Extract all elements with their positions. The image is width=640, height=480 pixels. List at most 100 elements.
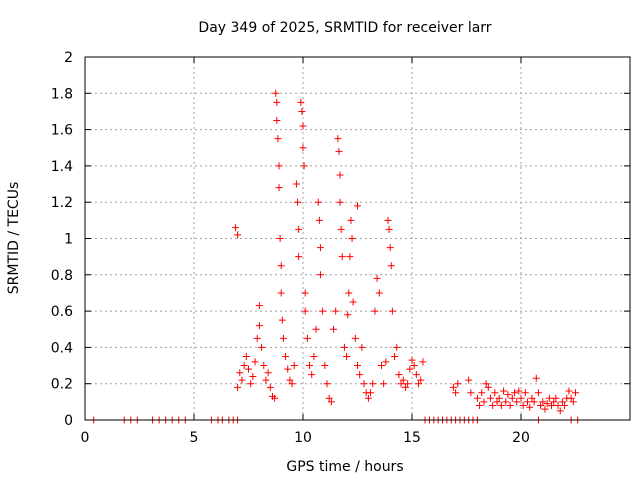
- data-point: [247, 380, 255, 388]
- data-point: [332, 307, 340, 315]
- data-point: [504, 391, 512, 399]
- data-point: [258, 343, 266, 351]
- data-point: [572, 389, 579, 397]
- data-point: [467, 389, 475, 397]
- data-point: [348, 235, 356, 242]
- data-point: [275, 162, 283, 170]
- data-point: [506, 401, 514, 409]
- data-point: [561, 401, 569, 409]
- data-point: [306, 362, 314, 370]
- data-point: [543, 400, 551, 408]
- data-point: [242, 352, 250, 360]
- data-point: [385, 225, 393, 233]
- data-point: [260, 362, 268, 370]
- data-point: [513, 398, 521, 406]
- data-point: [290, 362, 298, 370]
- data-point: [238, 376, 246, 384]
- data-point: [387, 262, 395, 270]
- data-point: [399, 376, 407, 384]
- data-point: [449, 383, 457, 391]
- data-point: [295, 253, 303, 261]
- data-point: [404, 380, 412, 388]
- data-point: [484, 383, 492, 391]
- data-point: [340, 343, 348, 351]
- data-point: [534, 389, 542, 397]
- data-point: [288, 380, 296, 388]
- data-point: [545, 394, 553, 402]
- data-point: [530, 398, 538, 406]
- data-point: [300, 162, 308, 170]
- data-point: [299, 144, 307, 152]
- data-point: [465, 376, 473, 384]
- data-point: [336, 198, 344, 206]
- data-point: [286, 376, 294, 384]
- axis-ticks: 00.20.40.60.811.21.41.61.820 5 10 15 20: [51, 50, 630, 446]
- data-point: [343, 352, 351, 360]
- data-point: [321, 362, 329, 370]
- data-point: [295, 225, 303, 233]
- data-point: [308, 371, 316, 379]
- y-axis-label: SRMTID / TECUs: [6, 182, 22, 295]
- data-point: [360, 380, 368, 388]
- data-point: [452, 389, 460, 397]
- data-point: [473, 394, 481, 402]
- data-point: [489, 401, 497, 409]
- data-point: [415, 380, 423, 388]
- data-point: [354, 202, 361, 210]
- data-point: [550, 398, 558, 406]
- data-point: [310, 352, 318, 360]
- data-point: [493, 398, 501, 406]
- data-point: [406, 365, 414, 373]
- data-point: [358, 343, 366, 351]
- data-point: [382, 358, 390, 366]
- data-point: [347, 216, 355, 224]
- data-point: [301, 289, 309, 297]
- data-point: [316, 271, 324, 279]
- data-point: [369, 380, 377, 388]
- data-point: [548, 401, 556, 409]
- data-point: [319, 307, 327, 315]
- data-point: [323, 380, 331, 388]
- data-point: [500, 387, 508, 395]
- chart-title: Day 349 of 2025, SRMTID for receiver lar…: [198, 20, 491, 36]
- data-point: [375, 289, 383, 297]
- data-point: [282, 352, 290, 360]
- y-tick-label: 0: [64, 413, 73, 429]
- data-point: [552, 394, 560, 402]
- y-tick-label: 2: [64, 50, 73, 66]
- data-point: [255, 302, 263, 310]
- data-point: [373, 274, 381, 282]
- data-point: [519, 401, 527, 409]
- data-point: [234, 231, 242, 239]
- data-point: [349, 298, 357, 306]
- data-point: [277, 289, 285, 297]
- data-point: [255, 322, 263, 330]
- data-point: [486, 394, 494, 402]
- data-point: [397, 380, 405, 388]
- data-point: [554, 401, 562, 409]
- data-point: [345, 289, 353, 297]
- data-point: [539, 398, 547, 406]
- data-point: [275, 184, 283, 192]
- data-point: [367, 389, 375, 397]
- data-point: [558, 398, 566, 406]
- data-point: [419, 358, 427, 366]
- data-point: [388, 307, 396, 315]
- x-tick-label: 5: [190, 430, 199, 446]
- data-point: [272, 89, 280, 97]
- data-point: [364, 394, 372, 402]
- y-tick-label: 0.4: [51, 340, 73, 356]
- data-point: [297, 98, 305, 106]
- data-point: [273, 98, 281, 106]
- data-point: [371, 307, 379, 315]
- data-point: [284, 365, 292, 373]
- data-point: [454, 380, 462, 388]
- x-tick-label: 10: [294, 430, 312, 446]
- data-point: [393, 343, 401, 351]
- data-point: [528, 394, 536, 402]
- x-tick-label: 15: [403, 430, 421, 446]
- data-point: [380, 380, 388, 388]
- y-tick-label: 0.2: [51, 377, 73, 393]
